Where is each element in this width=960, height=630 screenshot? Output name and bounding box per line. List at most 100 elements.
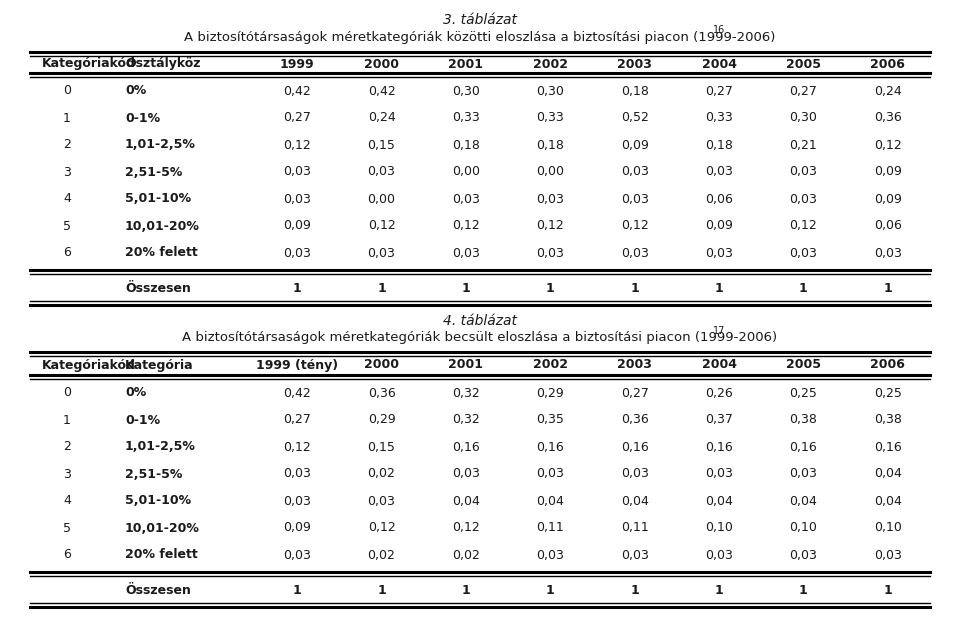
Text: 0,33: 0,33 [706,112,732,125]
Text: 0,30: 0,30 [789,112,817,125]
Text: 0,03: 0,03 [874,246,901,260]
Text: 5: 5 [63,522,71,534]
Text: 0,11: 0,11 [537,522,564,534]
Text: 0,09: 0,09 [621,139,649,151]
Text: 4: 4 [63,193,71,205]
Text: 0,00: 0,00 [368,193,396,205]
Text: 0,03: 0,03 [621,166,649,178]
Text: 1,01-2,5%: 1,01-2,5% [125,139,196,151]
Text: Összesen: Összesen [125,583,191,597]
Text: 0,12: 0,12 [789,219,817,232]
Text: 2001: 2001 [448,358,484,372]
Text: 0,25: 0,25 [789,386,817,399]
Text: 0,00: 0,00 [537,166,564,178]
Text: 0,18: 0,18 [621,84,649,98]
Text: 2005: 2005 [786,57,821,71]
Text: 0,18: 0,18 [537,139,564,151]
Text: 0,27: 0,27 [706,84,733,98]
Text: 0,03: 0,03 [874,549,901,561]
Text: 1: 1 [377,282,386,294]
Text: 0,03: 0,03 [283,495,311,508]
Text: 0,03: 0,03 [789,166,817,178]
Text: 0,03: 0,03 [706,166,733,178]
Text: 0,36: 0,36 [368,386,396,399]
Text: 2: 2 [63,440,71,454]
Text: 0,21: 0,21 [789,139,817,151]
Text: 0,03: 0,03 [537,193,564,205]
Text: 0,04: 0,04 [874,495,901,508]
Text: 4: 4 [63,495,71,508]
Text: 0,03: 0,03 [789,467,817,481]
Text: 2003: 2003 [617,57,652,71]
Text: 16: 16 [713,25,726,35]
Text: 0,42: 0,42 [283,386,311,399]
Text: 1: 1 [631,583,639,597]
Text: 5,01-10%: 5,01-10% [125,495,191,508]
Text: Osztályköz: Osztályköz [125,57,201,71]
Text: Kategória: Kategória [125,358,194,372]
Text: 0,15: 0,15 [368,139,396,151]
Text: 2000: 2000 [364,358,399,372]
Text: 0,04: 0,04 [621,495,649,508]
Text: 0: 0 [63,386,71,399]
Text: 0,09: 0,09 [706,219,733,232]
Text: 0,02: 0,02 [368,467,396,481]
Text: 0,25: 0,25 [874,386,901,399]
Text: 0,24: 0,24 [368,112,396,125]
Text: 20% felett: 20% felett [125,246,198,260]
Text: 3. táblázat: 3. táblázat [443,13,517,27]
Text: 0,09: 0,09 [874,193,901,205]
Text: 0,36: 0,36 [621,413,649,427]
Text: 1: 1 [63,112,71,125]
Text: Kategóriakód: Kategóriakód [42,57,136,71]
Text: 1: 1 [799,282,807,294]
Text: 3: 3 [63,467,71,481]
Text: 1: 1 [293,583,301,597]
Text: 0,06: 0,06 [874,219,901,232]
Text: 0,12: 0,12 [283,139,311,151]
Text: 0,02: 0,02 [368,549,396,561]
Text: 0,03: 0,03 [621,549,649,561]
Text: 1: 1 [714,282,724,294]
Text: 5: 5 [63,219,71,232]
Text: 0-1%: 0-1% [125,112,160,125]
Text: 2006: 2006 [871,57,905,71]
Text: 0,16: 0,16 [706,440,732,454]
Text: 0,16: 0,16 [621,440,649,454]
Text: 0,12: 0,12 [452,522,480,534]
Text: 0,04: 0,04 [789,495,817,508]
Text: 2006: 2006 [871,358,905,372]
Text: 0,09: 0,09 [283,219,311,232]
Text: 0,04: 0,04 [537,495,564,508]
Text: 0,10: 0,10 [789,522,817,534]
Text: 0,03: 0,03 [452,246,480,260]
Text: 0,03: 0,03 [368,166,396,178]
Text: 0,09: 0,09 [874,166,901,178]
Text: Összesen: Összesen [125,282,191,294]
Text: 0,35: 0,35 [537,413,564,427]
Text: 0,24: 0,24 [874,84,901,98]
Text: 0,52: 0,52 [621,112,649,125]
Text: 2004: 2004 [702,57,736,71]
Text: 0,03: 0,03 [537,246,564,260]
Text: 0,12: 0,12 [368,219,396,232]
Text: 1: 1 [883,282,892,294]
Text: 1: 1 [799,583,807,597]
Text: 0,42: 0,42 [368,84,396,98]
Text: 0,12: 0,12 [452,219,480,232]
Text: 0,18: 0,18 [706,139,733,151]
Text: 0%: 0% [125,386,146,399]
Text: 0,36: 0,36 [874,112,901,125]
Text: Kategóriakód: Kategóriakód [42,358,136,372]
Text: 1: 1 [714,583,724,597]
Text: 0,33: 0,33 [537,112,564,125]
Text: 0,03: 0,03 [789,549,817,561]
Text: 0,10: 0,10 [706,522,733,534]
Text: 0,30: 0,30 [537,84,564,98]
Text: 17: 17 [713,326,726,336]
Text: 0,38: 0,38 [874,413,901,427]
Text: 0,11: 0,11 [621,522,649,534]
Text: 0,04: 0,04 [706,495,733,508]
Text: 1: 1 [377,583,386,597]
Text: 1: 1 [293,282,301,294]
